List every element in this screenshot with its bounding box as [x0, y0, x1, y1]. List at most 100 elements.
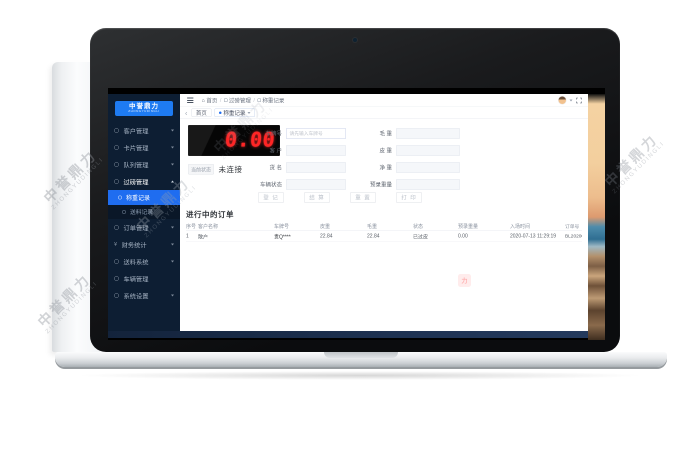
sidebar-item-label: 队列管理 [123, 161, 149, 169]
feed-icon [114, 259, 119, 264]
laptop-shadow [75, 371, 645, 380]
breadcrumb-separator: / [253, 97, 255, 104]
card-icon [114, 145, 119, 150]
chevron-down-icon [569, 99, 573, 102]
tab-weigh-records[interactable]: 称重记录 [214, 108, 255, 117]
tare-weight-input [396, 145, 460, 156]
sidebar-item-vehicle-mgmt[interactable]: 车辆管理 [108, 270, 180, 287]
chevron-down-icon [171, 226, 174, 229]
laptop-screen: 中誉鼎力 ZHONGYUDINGLI 客户管理 卡片管理 队列管理 [108, 88, 605, 340]
sidebar-subitem-weigh-records[interactable]: 称重记录 [108, 190, 180, 205]
tabs-bar: ‹ 首页 称重记录 [180, 107, 588, 119]
status-value: 未连接 [218, 165, 243, 175]
sidebar-subitem-feed-records[interactable]: 送料记录 [108, 205, 180, 219]
sidebar-item-system-settings[interactable]: 系统设置 [108, 287, 180, 304]
topbar: ⌂ 首页 / 过磅管理 / 称重记录 [180, 94, 588, 107]
chevron-down-icon [171, 129, 174, 132]
cell-index: 1 [186, 233, 189, 240]
vehicle-status-input [286, 179, 346, 190]
record-icon [122, 210, 126, 214]
chevron-down-icon [171, 260, 174, 263]
cell-customer: 散户 [198, 234, 208, 241]
watermark-logo-badge: 力 [458, 274, 471, 287]
webcam-dot [353, 38, 357, 42]
breadcrumb-weighing-mgmt[interactable]: 过磅管理 [223, 96, 251, 104]
net-weight-label: 净 重 [379, 165, 392, 171]
col-header-gross: 毛重 [367, 224, 377, 230]
scale-status-row: 当前状态 未连接 [188, 164, 243, 175]
plate-number-label: 车牌号 [265, 131, 283, 137]
preset-weight-input [396, 179, 460, 190]
sidebar-item-finance-stats[interactable]: ¥ 财务统计 [108, 236, 180, 253]
net-weight-input [396, 162, 460, 173]
sidebar-submenu-weighing: 称重记录 送料记录 [108, 190, 180, 219]
tab-label: 首页 [195, 110, 207, 117]
chevron-down-icon [171, 146, 174, 149]
scale-icon [223, 98, 228, 102]
content-area: 0.00 当前状态 未连接 车牌号 毛 重 客 户 [180, 119, 588, 330]
chevron-down-icon [171, 163, 174, 166]
sidebar-item-label: 系统设置 [123, 292, 149, 300]
sidebar: 中誉鼎力 ZHONGYUDINGLI 客户管理 卡片管理 队列管理 [108, 94, 180, 338]
tab-scroll-left-icon[interactable]: ‹ [185, 108, 188, 117]
laptop-notch [324, 352, 398, 358]
queue-icon [114, 162, 119, 167]
col-header-entry-time: 入场时间 [510, 224, 530, 230]
col-header-status: 状态 [413, 224, 423, 230]
sidebar-item-queue-mgmt[interactable]: 队列管理 [108, 156, 180, 173]
page-bottom-strip [108, 331, 588, 338]
gross-weight-label: 毛 重 [379, 131, 392, 137]
print-button[interactable]: 打 印 [396, 192, 422, 203]
vehicle-status-label: 车辆状态 [260, 182, 282, 188]
user-avatar[interactable] [558, 96, 566, 104]
breadcrumb-weigh-records[interactable]: 称重记录 [257, 96, 284, 104]
finance-icon: ¥ [114, 241, 118, 248]
plate-number-input[interactable] [286, 128, 346, 139]
desktop-wallpaper-strip [588, 94, 605, 340]
sidebar-item-order-mgmt[interactable]: 订单管理 [108, 219, 180, 236]
sidebar-item-customer-mgmt[interactable]: 客户管理 [108, 122, 180, 139]
tab-home[interactable]: 首页 [191, 108, 212, 117]
col-header-plate: 车牌号 [274, 224, 289, 230]
settle-button[interactable]: 结 算 [304, 192, 330, 203]
chevron-up-icon [171, 180, 174, 183]
weight-led-display: 0.00 [188, 125, 280, 156]
cell-plate: 贵Q**** [274, 234, 291, 241]
app-logo: 中誉鼎力 ZHONGYUDINGLI [115, 101, 173, 116]
sidebar-item-weighing-mgmt[interactable]: 过磅管理 [108, 173, 180, 190]
register-button[interactable]: 登 记 [258, 192, 284, 203]
cell-gross: 22.84 [367, 233, 380, 240]
col-header-tare: 皮重 [320, 224, 330, 230]
customer-input [286, 145, 346, 156]
tab-label: 称重记录 [223, 110, 246, 117]
app-logo-subtitle: ZHONGYUDINGLI [128, 110, 160, 113]
sidebar-subitem-label: 称重记录 [126, 194, 151, 202]
home-icon: ⌂ [201, 97, 205, 104]
breadcrumb-label: 过磅管理 [228, 97, 251, 104]
status-tag: 当前状态 [188, 164, 214, 175]
chevron-down-icon [171, 294, 174, 297]
tare-weight-label: 皮 重 [379, 148, 392, 154]
record-icon [118, 195, 122, 200]
reset-button[interactable]: 重 置 [350, 192, 376, 203]
table-row[interactable]: 1 散户 贵Q**** 22.84 22.84 已过皮 0.00 2020-07… [186, 231, 582, 242]
vehicle-icon [114, 276, 119, 281]
sidebar-subitem-label: 送料记录 [130, 209, 153, 216]
cell-tare: 22.84 [320, 233, 333, 240]
sidebar-item-label: 送料系统 [123, 258, 149, 266]
sidebar-item-feeding-system[interactable]: 送料系统 [108, 253, 180, 270]
breadcrumb-label: 称重记录 [262, 97, 285, 104]
sidebar-item-card-mgmt[interactable]: 卡片管理 [108, 139, 180, 156]
goods-name-label: 货 名 [269, 165, 282, 171]
led-glare [188, 125, 238, 156]
breadcrumb-home[interactable]: ⌂ 首页 [202, 96, 218, 104]
hamburger-menu-icon[interactable] [187, 97, 194, 103]
orders-table: 序号 客户名称 车牌号 皮重 毛重 状态 预录重量 入场时间 订单号 1 [186, 221, 582, 242]
order-icon [114, 225, 119, 230]
orders-section-title: 进行中的订单 [186, 210, 235, 220]
sidebar-item-label: 订单管理 [123, 224, 149, 232]
breadcrumb-label: 首页 [206, 97, 218, 104]
chevron-down-icon [171, 243, 174, 246]
fullscreen-icon[interactable] [576, 97, 582, 104]
